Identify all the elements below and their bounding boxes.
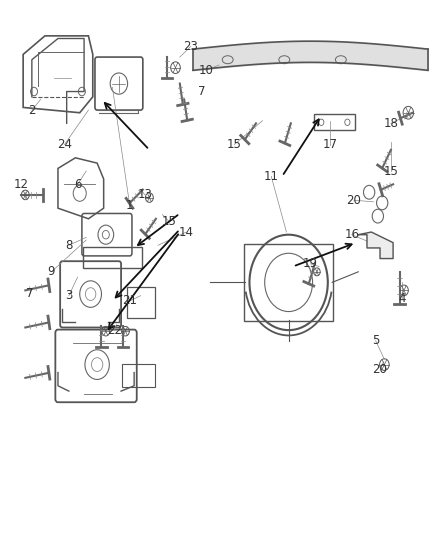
Text: 21: 21 [122,294,137,308]
Text: 13: 13 [138,189,152,201]
Text: 6: 6 [74,178,81,191]
Text: 18: 18 [384,117,398,130]
Text: 15: 15 [227,138,242,151]
Polygon shape [358,232,393,259]
Text: 20: 20 [373,364,388,376]
Text: 24: 24 [57,138,72,151]
Text: 15: 15 [384,165,398,177]
Text: 15: 15 [162,215,177,228]
Text: 12: 12 [14,178,28,191]
Text: 7: 7 [26,287,33,300]
Text: 10: 10 [198,64,213,77]
Text: 19: 19 [303,257,318,270]
Text: 7: 7 [198,85,205,98]
Text: 20: 20 [346,193,361,207]
Text: 2: 2 [28,103,35,117]
Text: 4: 4 [398,292,406,305]
Text: 9: 9 [48,265,55,278]
Text: 11: 11 [264,170,279,183]
Text: 1: 1 [126,199,134,212]
Text: 3: 3 [65,289,73,302]
Text: 22: 22 [107,324,122,337]
Text: 23: 23 [183,40,198,53]
Text: 16: 16 [344,228,359,241]
Text: 8: 8 [65,239,73,252]
Text: 5: 5 [372,334,379,347]
Text: 17: 17 [322,138,338,151]
Text: 14: 14 [179,225,194,239]
